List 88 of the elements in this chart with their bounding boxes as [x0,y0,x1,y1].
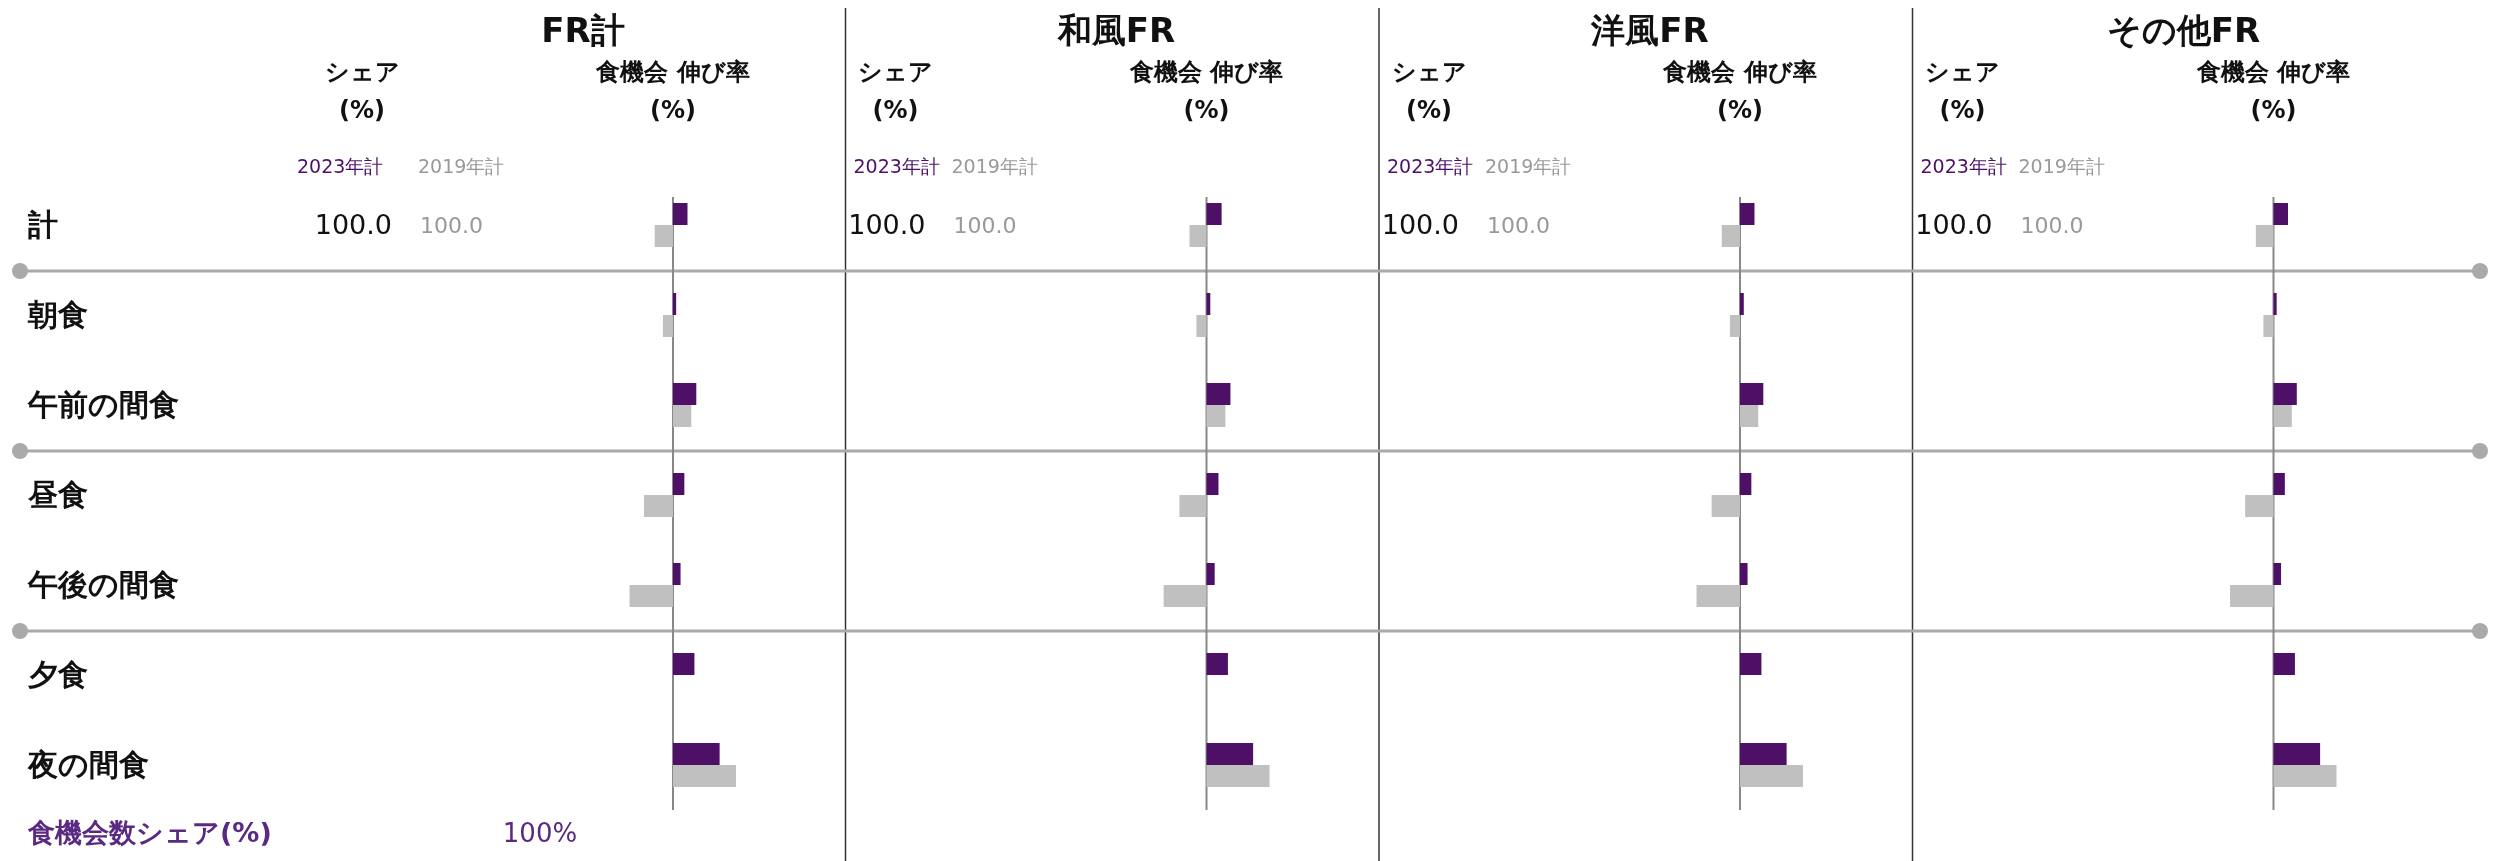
bar [2273,203,2288,225]
x-axis-title: 食機会 伸び率 (%) [2195,58,2351,124]
y-tick-label: 夕食 [27,656,88,692]
x-axis-title: 食機会 伸び率 (%) [1662,58,1817,124]
x-axis-title: 食機会 伸び率 (%) [1128,58,1284,124]
bar [2273,405,2292,427]
y-tick-label: 朝食 [27,296,88,332]
bar [673,765,736,787]
text: 2023年計 [1920,155,2007,177]
text: 食機会数シェア(%) [27,817,272,848]
bar [2273,383,2297,405]
bar [1206,473,1219,495]
bar [1206,653,1228,675]
bar [2245,495,2274,517]
bar [673,743,720,765]
bar [1740,653,1762,675]
bar [1740,563,1748,585]
bar [1196,315,1207,337]
bar [1206,563,1215,585]
bar [1163,585,1207,607]
text: 100% [502,818,578,848]
bar [1740,203,1755,225]
bar [1206,405,1226,427]
text: 100.0 [848,209,926,241]
text: 2019年計 [418,155,505,177]
y-tick-label: 夜の間食 [27,746,149,782]
text: 2019年計 [2018,155,2105,177]
chart-title: FR計 [541,10,625,50]
bar [662,315,673,337]
bar [2273,293,2277,315]
chart-title: その他FR [2106,10,2261,50]
bar [673,473,685,495]
bar [1711,495,1740,517]
bar [1740,743,1787,765]
bar [2273,653,2295,675]
text: 2023年計 [1387,155,1474,177]
text: シェア (%) [1925,58,2000,124]
bar [673,563,681,585]
bar [673,383,697,405]
bar [1740,765,1803,787]
text: シェア (%) [324,58,400,124]
bar [1206,765,1270,787]
text: 2023年計 [297,155,384,177]
bar [1206,203,1222,225]
bar [1740,293,1744,315]
y-tick-label: 午前の間食 [27,386,179,422]
text: 100.0 [953,212,1017,238]
bar [673,653,695,675]
y-tick-label: 計 [27,206,58,242]
bar [654,225,673,247]
bar [644,495,673,517]
text: 100.0 [2020,212,2084,238]
bar [1740,383,1764,405]
bar [1729,315,1740,337]
bar [629,585,673,607]
text: 2019年計 [951,155,1038,177]
bar [2273,473,2285,495]
text: 100.0 [1487,212,1550,238]
chart-title: 和風FR [1056,10,1176,50]
x-axis-title: 食機会 伸び率 (%) [595,58,750,124]
text: 100.0 [420,212,483,238]
bar [1740,405,1759,427]
text: シェア (%) [858,58,933,124]
bar [2273,765,2337,787]
text: 2019年計 [1485,155,1572,177]
bar [2255,225,2274,247]
bar [1696,585,1740,607]
bar [1189,225,1207,247]
bar [1179,495,1207,517]
text: 100.0 [1381,209,1459,241]
bar [2273,743,2321,765]
chart-title: 洋風FR [1590,10,1709,50]
bar [1206,743,1254,765]
bar [673,405,692,427]
y-tick-label: 午後の間食 [27,566,179,602]
bar [1740,473,1752,495]
bar [673,203,688,225]
bar [1206,383,1231,405]
text: シェア (%) [1391,58,1467,124]
bar [2273,563,2282,585]
bar [2263,315,2274,337]
text: 100.0 [1915,209,1993,241]
y-tick-label: 昼食 [27,476,88,512]
bar [1721,225,1740,247]
text: 2023年計 [853,155,940,177]
text: 100.0 [314,209,392,241]
bar [673,293,677,315]
bar [2230,585,2274,607]
